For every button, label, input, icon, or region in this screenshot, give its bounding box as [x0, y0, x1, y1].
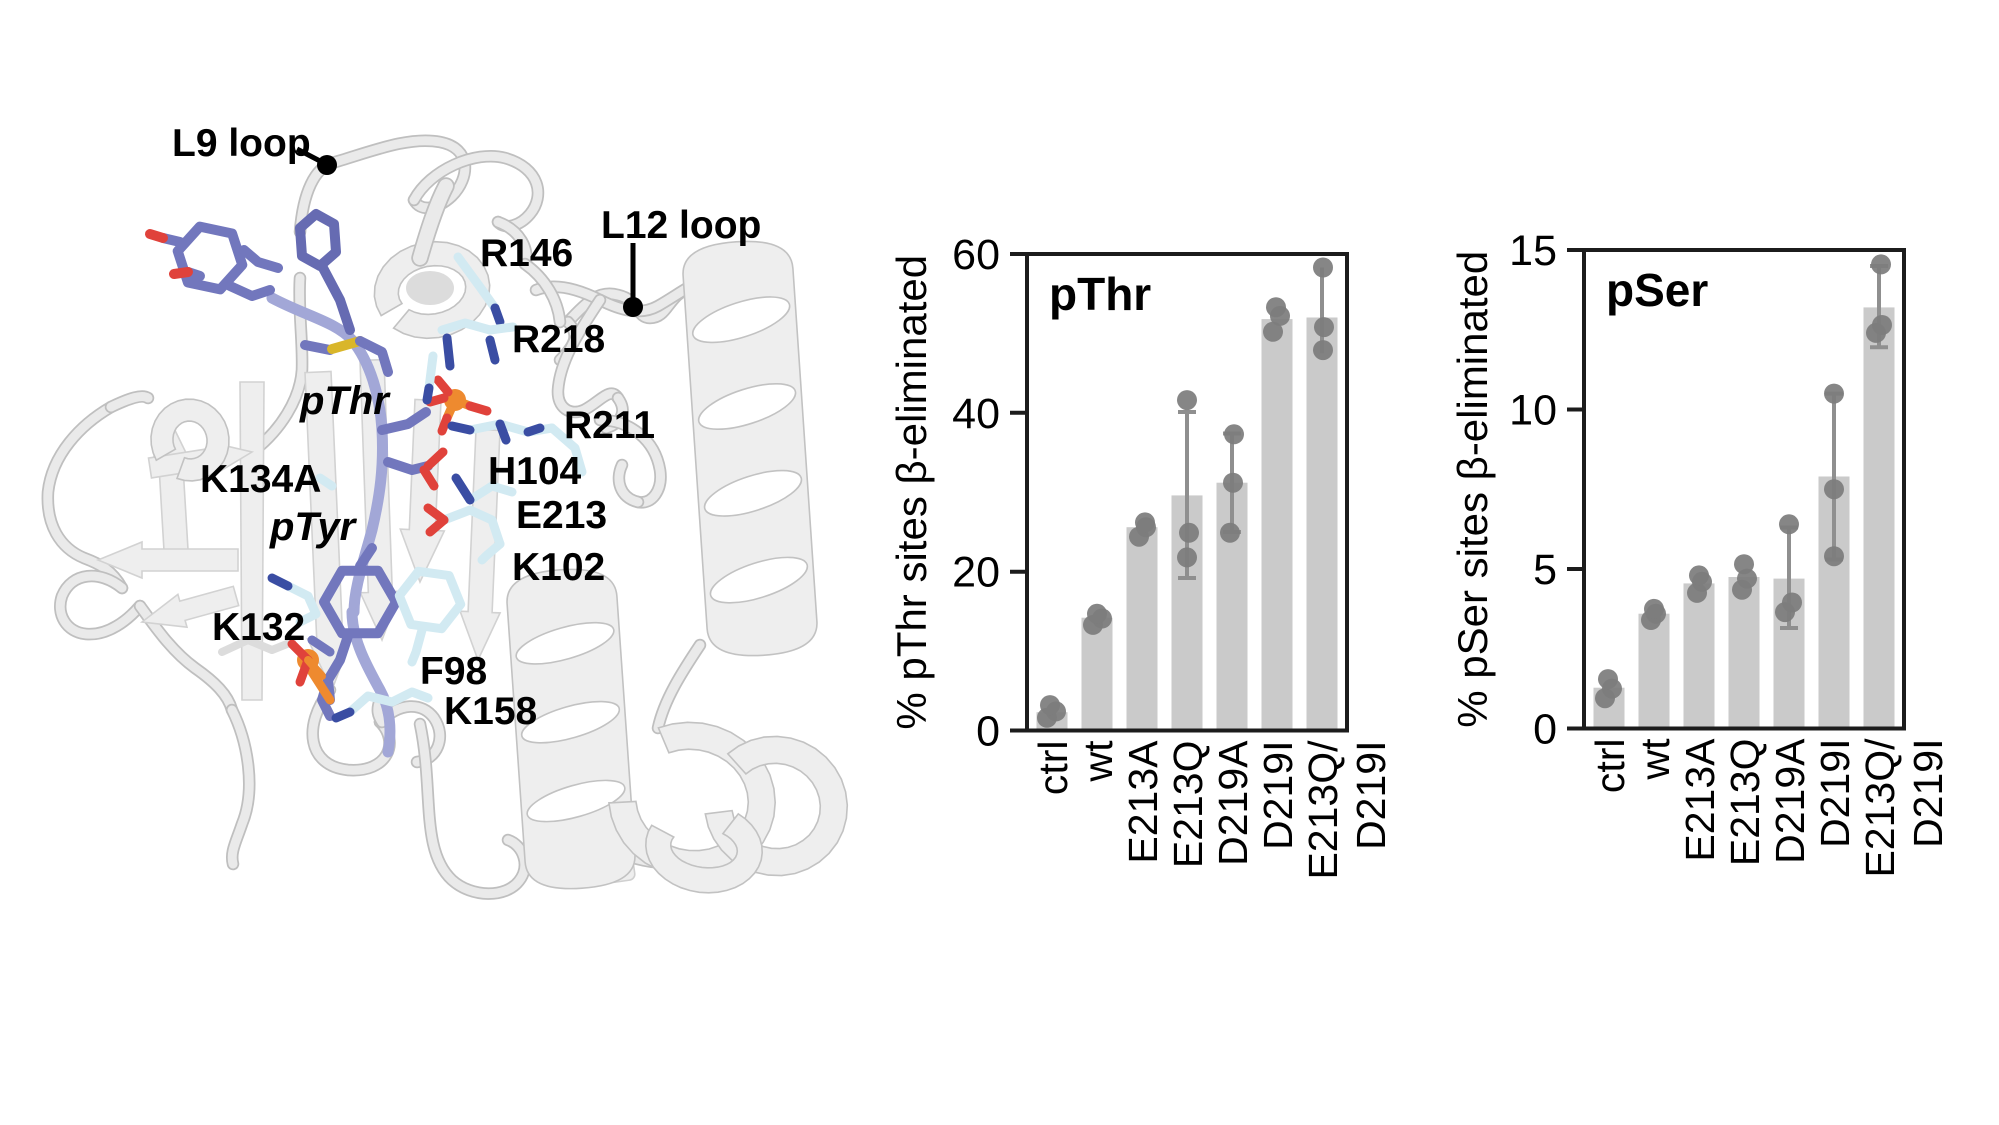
svg-text:E213Q/: E213Q/	[1300, 740, 1346, 880]
svg-text:K158: K158	[444, 690, 537, 733]
svg-text:D219I: D219I	[1348, 741, 1394, 850]
svg-text:wt: wt	[1632, 738, 1678, 781]
svg-text:5: 5	[1533, 546, 1557, 594]
svg-text:% pSer sites β-eliminated: % pSer sites β-eliminated	[1449, 251, 1496, 728]
svg-text:K102: K102	[512, 546, 605, 589]
svg-text:wt: wt	[1075, 740, 1121, 783]
svg-text:pThr: pThr	[1049, 268, 1151, 320]
svg-text:20: 20	[952, 549, 1000, 597]
svg-text:15: 15	[1509, 227, 1557, 275]
svg-text:E213Q: E213Q	[1165, 741, 1211, 869]
svg-text:D219I: D219I	[1812, 739, 1858, 848]
svg-text:D219I: D219I	[1905, 739, 1951, 848]
svg-text:% pThr sites β-eliminated: % pThr sites β-eliminated	[888, 255, 935, 730]
svg-text:60: 60	[952, 231, 1000, 279]
svg-text:K134A: K134A	[200, 458, 321, 501]
svg-text:40: 40	[952, 390, 1000, 438]
svg-text:E213A: E213A	[1120, 740, 1166, 864]
svg-text:R146: R146	[480, 232, 573, 275]
svg-text:pThr: pThr	[299, 379, 391, 423]
svg-text:pSer: pSer	[1606, 264, 1708, 316]
svg-text:0: 0	[1533, 706, 1557, 754]
svg-text:pTyr: pTyr	[269, 505, 358, 549]
svg-text:E213A: E213A	[1677, 738, 1723, 862]
svg-text:ctrl: ctrl	[1030, 741, 1076, 796]
svg-text:H104: H104	[488, 450, 582, 493]
svg-text:10: 10	[1509, 387, 1557, 435]
svg-text:E213Q: E213Q	[1722, 739, 1768, 867]
svg-text:R211: R211	[564, 404, 655, 447]
svg-text:0: 0	[976, 708, 1000, 756]
svg-text:D219A: D219A	[1767, 738, 1813, 864]
svg-text:E213Q/: E213Q/	[1857, 738, 1903, 878]
svg-text:F98: F98	[420, 650, 487, 693]
svg-text:ctrl: ctrl	[1587, 739, 1633, 794]
svg-text:D219I: D219I	[1255, 741, 1301, 850]
svg-text:K132: K132	[212, 606, 305, 649]
svg-text:E213: E213	[516, 494, 607, 537]
svg-text:L12 loop: L12 loop	[601, 204, 761, 247]
svg-text:D219A: D219A	[1210, 740, 1256, 866]
svg-text:R218: R218	[512, 318, 605, 361]
svg-text:L9 loop: L9 loop	[172, 122, 311, 165]
